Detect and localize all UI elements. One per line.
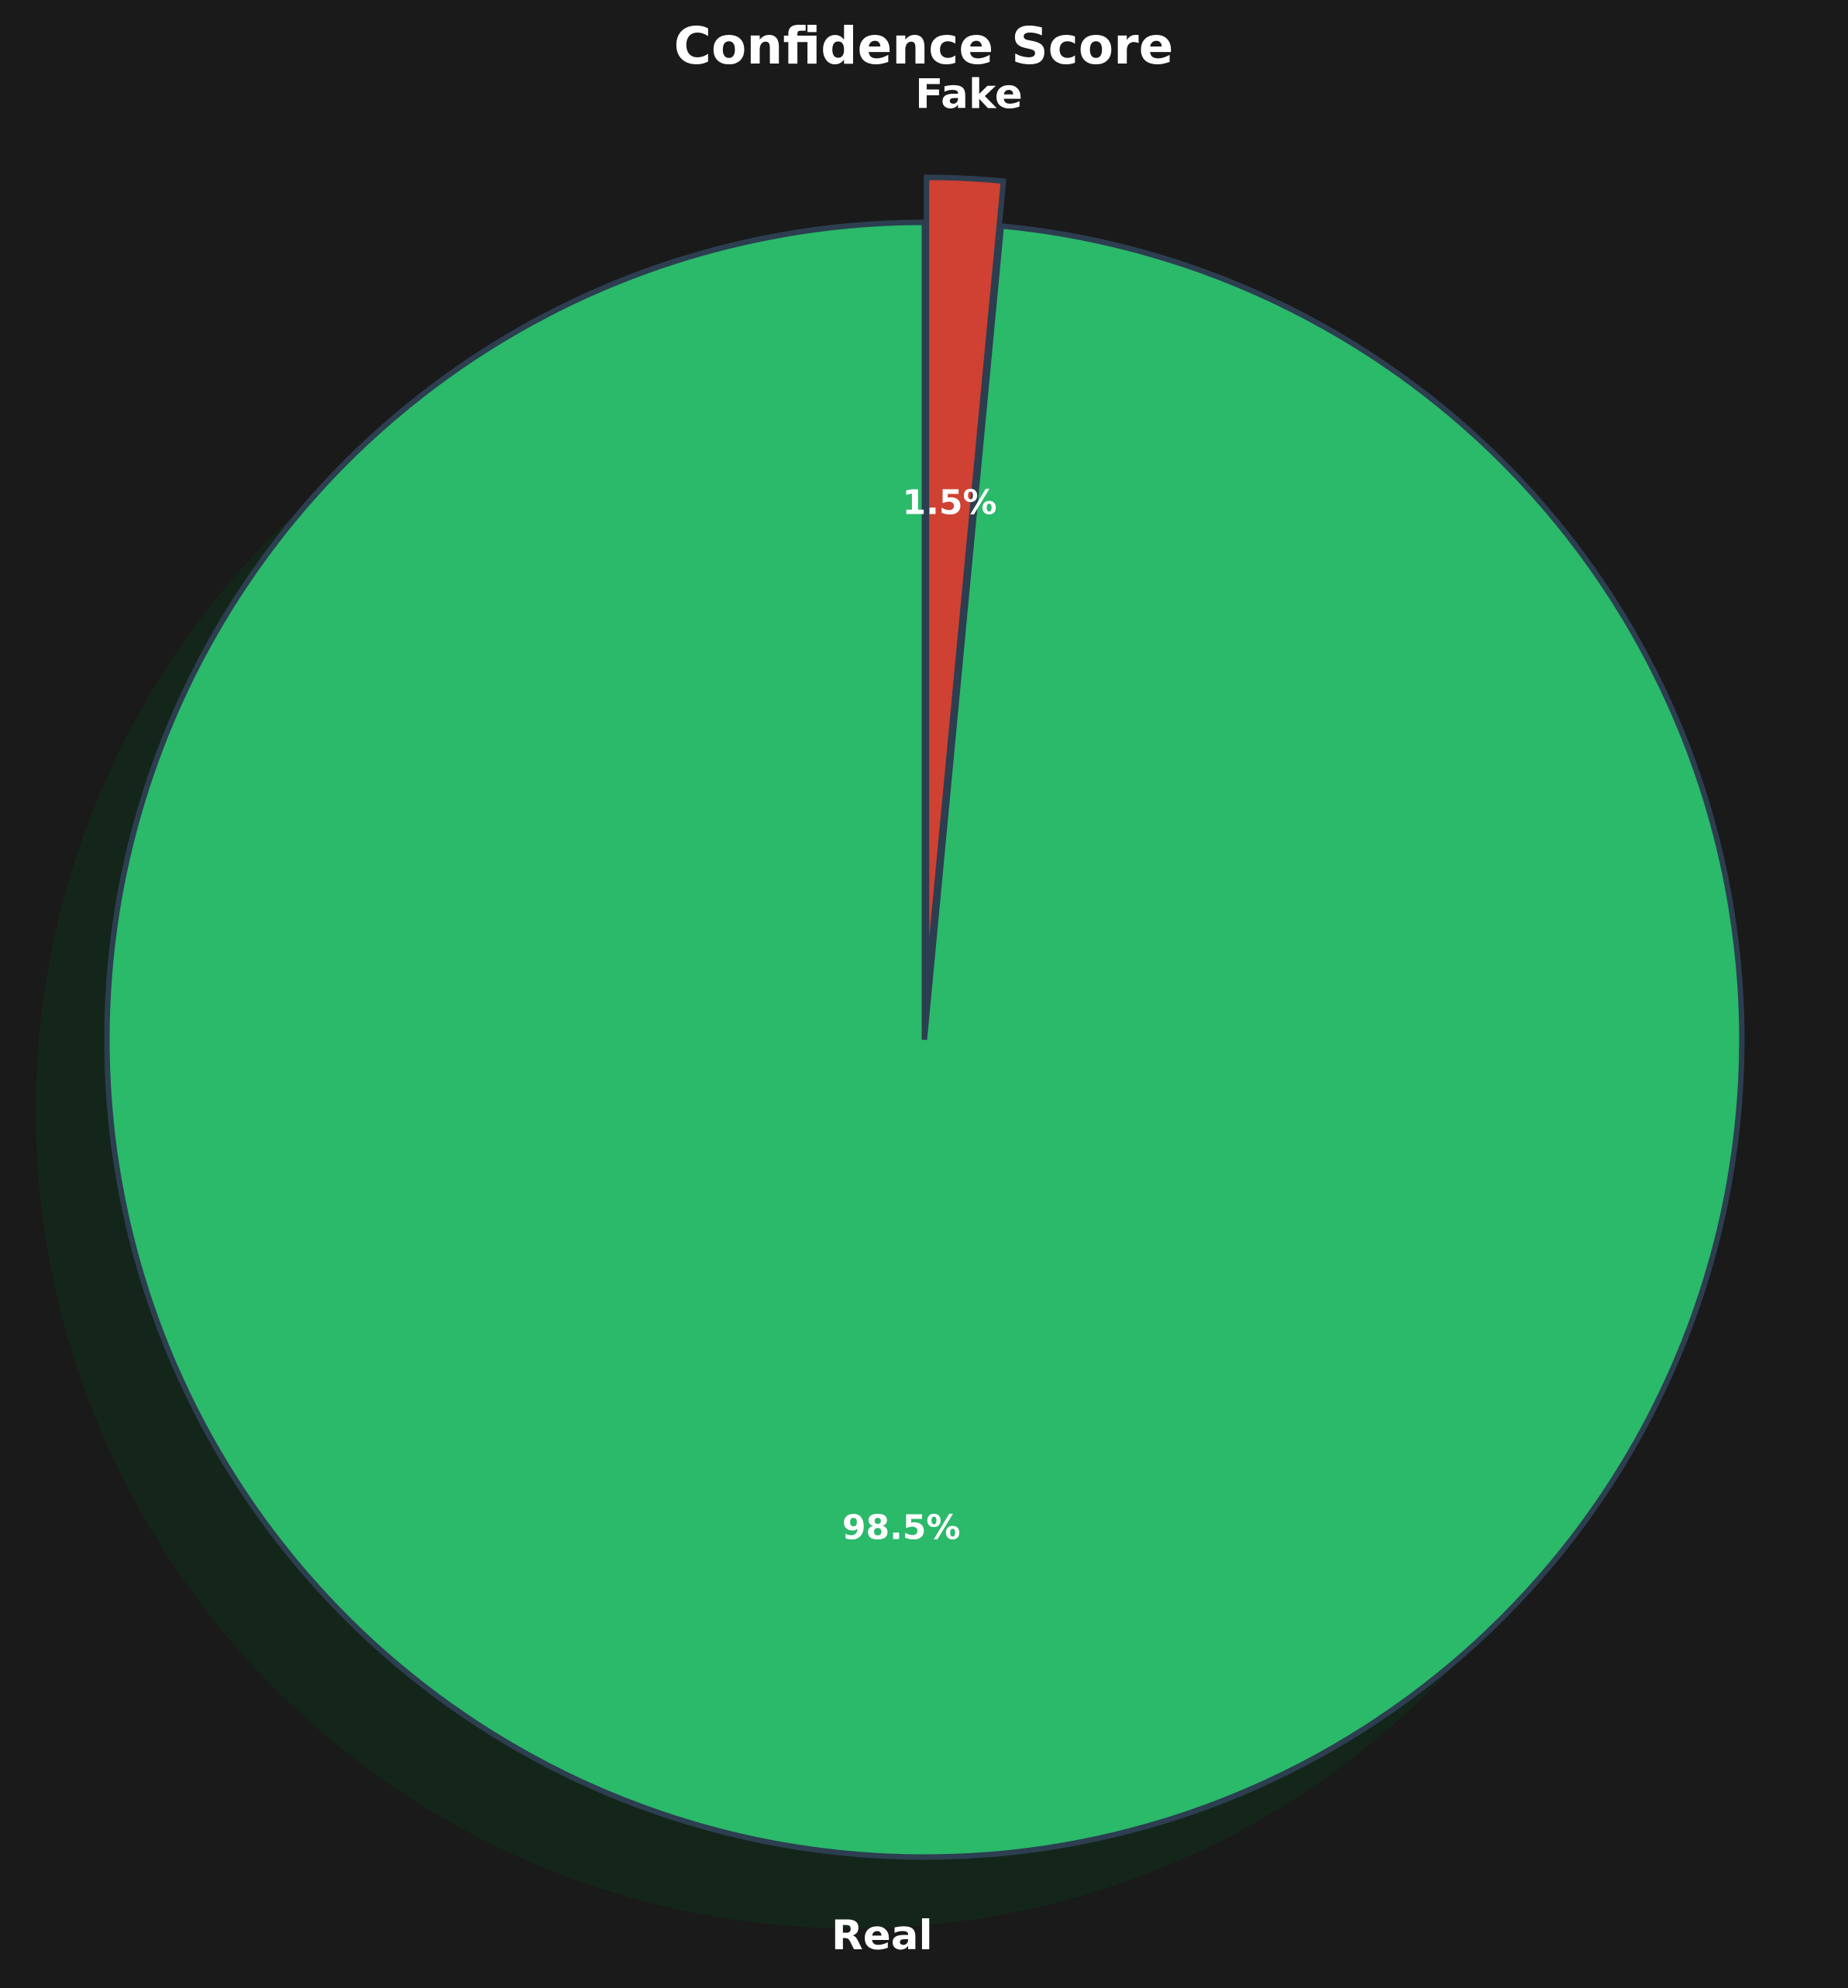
slice-real — [104, 219, 1745, 1860]
slice-label-fake: Fake — [915, 71, 1023, 118]
slice-label-real: Real — [831, 1912, 933, 1959]
slice-fake — [924, 174, 1007, 996]
pie-group: Real 98.5% Fake 1.5% — [35, 71, 1745, 1959]
slice-value-real: 98.5% — [842, 1508, 961, 1547]
slice-value-fake: 1.5% — [903, 483, 997, 523]
chart-title: Confidence Score — [674, 16, 1174, 76]
